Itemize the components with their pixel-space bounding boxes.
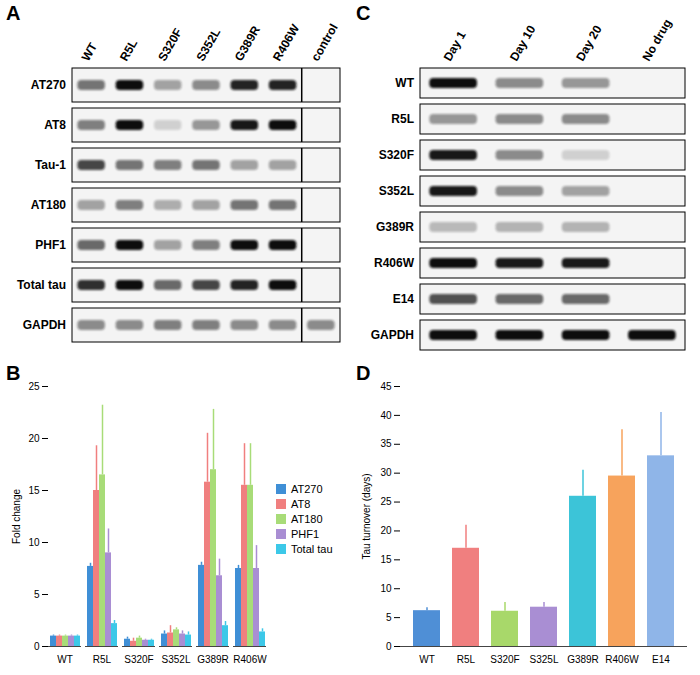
svg-text:Tau-1: Tau-1 bbox=[35, 158, 66, 172]
svg-text:Day 1: Day 1 bbox=[441, 28, 469, 63]
svg-text:10: 10 bbox=[28, 537, 40, 548]
svg-text:R406W: R406W bbox=[605, 654, 639, 665]
svg-text:No drug: No drug bbox=[639, 17, 674, 64]
svg-text:S352L: S352L bbox=[379, 184, 414, 198]
svg-text:G389R: G389R bbox=[197, 654, 229, 665]
html-text:AT270: AT270 bbox=[291, 483, 323, 495]
svg-text:Fold change: Fold change bbox=[11, 489, 22, 544]
svg-text:S320F: S320F bbox=[490, 654, 519, 665]
svg-text:25: 25 bbox=[380, 496, 392, 507]
svg-text:S320F: S320F bbox=[379, 148, 414, 162]
svg-text:S352L: S352L bbox=[193, 26, 223, 64]
svg-text:R406W: R406W bbox=[270, 21, 302, 63]
svg-text:15: 15 bbox=[380, 554, 392, 565]
svg-text:G389R: G389R bbox=[567, 654, 599, 665]
html-text:AT8: AT8 bbox=[291, 498, 311, 510]
svg-text:Day 10: Day 10 bbox=[507, 23, 539, 64]
svg-text:WT: WT bbox=[419, 654, 435, 665]
svg-text:20: 20 bbox=[380, 525, 392, 536]
html-text:PHF1: PHF1 bbox=[291, 528, 320, 540]
svg-text:45: 45 bbox=[380, 381, 392, 392]
svg-text:30: 30 bbox=[380, 467, 392, 478]
svg-text:R406W: R406W bbox=[374, 256, 415, 270]
svg-text:S320F: S320F bbox=[155, 26, 185, 64]
svg-text:AT270: AT270 bbox=[31, 78, 66, 92]
html-text:A: A bbox=[6, 2, 21, 24]
svg-text:10: 10 bbox=[380, 583, 392, 594]
html-text:C: C bbox=[356, 2, 371, 24]
svg-text:G389R: G389R bbox=[376, 220, 414, 234]
html-text:B: B bbox=[6, 362, 21, 384]
svg-text:WT: WT bbox=[395, 76, 414, 90]
svg-text:R5L: R5L bbox=[93, 654, 112, 665]
svg-text:Day 20: Day 20 bbox=[573, 23, 605, 64]
svg-text:R5L: R5L bbox=[457, 654, 476, 665]
html-text:D: D bbox=[356, 362, 371, 384]
svg-text:E14: E14 bbox=[393, 292, 415, 306]
html-text:Total tau: Total tau bbox=[291, 543, 333, 555]
svg-text:35: 35 bbox=[380, 438, 392, 449]
svg-text:25: 25 bbox=[28, 381, 40, 392]
svg-text:5: 5 bbox=[386, 612, 392, 623]
svg-text:G389R: G389R bbox=[232, 23, 263, 63]
svg-text:R406W: R406W bbox=[233, 654, 267, 665]
svg-text:40: 40 bbox=[380, 410, 392, 421]
svg-text:WT: WT bbox=[57, 654, 73, 665]
svg-text:GAPDH: GAPDH bbox=[23, 318, 66, 332]
svg-text:GAPDH: GAPDH bbox=[371, 328, 414, 342]
svg-text:control: control bbox=[308, 21, 340, 63]
svg-text:Total tau: Total tau bbox=[17, 278, 66, 292]
svg-text:PHF1: PHF1 bbox=[35, 238, 66, 252]
svg-text:R5L: R5L bbox=[391, 112, 414, 126]
svg-text:R5L: R5L bbox=[117, 37, 140, 64]
svg-text:AT8: AT8 bbox=[44, 118, 66, 132]
svg-text:15: 15 bbox=[28, 485, 40, 496]
svg-text:S352L: S352L bbox=[162, 654, 191, 665]
svg-text:AT180: AT180 bbox=[31, 198, 66, 212]
svg-text:WT: WT bbox=[79, 40, 101, 64]
svg-text:5: 5 bbox=[34, 589, 40, 600]
svg-text:S320F: S320F bbox=[124, 654, 153, 665]
svg-text:Tau turnover (days): Tau turnover (days) bbox=[361, 473, 372, 559]
html-text:AT180: AT180 bbox=[291, 513, 323, 525]
svg-text:20: 20 bbox=[28, 433, 40, 444]
svg-text:0: 0 bbox=[386, 641, 392, 652]
svg-text:E14: E14 bbox=[652, 654, 670, 665]
svg-text:S325L: S325L bbox=[530, 654, 559, 665]
svg-text:0: 0 bbox=[34, 641, 40, 652]
